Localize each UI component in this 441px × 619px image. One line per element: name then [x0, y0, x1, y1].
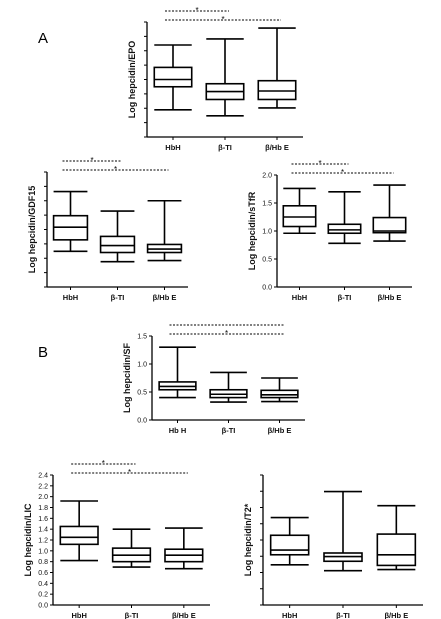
- iqr-box: [260, 389, 299, 399]
- category-label: β-TI: [222, 426, 236, 435]
- panel-label-a: A: [38, 30, 48, 47]
- box-plot-3: [260, 377, 299, 403]
- category-label: β-TI: [218, 143, 232, 152]
- iqr-box: [59, 525, 99, 546]
- iqr-box: [269, 534, 310, 556]
- significance-star: *: [128, 468, 131, 477]
- y-tick-label: 2.2: [38, 483, 48, 490]
- significance-star: *: [318, 159, 321, 168]
- y-tick-label: 0.5: [137, 390, 147, 397]
- y-axis-label: Log hepcidin/T2*: [243, 503, 253, 576]
- iqr-box: [376, 533, 417, 567]
- y-tick-label: 1.0: [38, 548, 48, 555]
- iqr-box: [99, 235, 136, 254]
- chart-2: Log hepcidin/GDF15 HbH β-TI β/Hb E * *: [27, 156, 188, 302]
- category-label: β-TI: [111, 293, 125, 302]
- y-axis-label: Log hepcidin/sTfR: [247, 191, 257, 270]
- box-plot-3: [257, 27, 297, 109]
- iqr-box: [372, 216, 407, 234]
- iqr-box: [153, 66, 193, 88]
- y-tick-label: 0.2: [38, 592, 48, 599]
- box-plot-2: [111, 528, 152, 568]
- y-axis-label: Log hepcidin/EPO: [127, 41, 137, 119]
- y-tick-label: 1.0: [137, 362, 147, 369]
- y-tick-label: 2.0: [38, 494, 48, 501]
- chart-4: 0.0 0.5 1.0 1.5 Log hepcidin/SF Hb H β-TI β/Hb …: [122, 324, 305, 435]
- category-label: HbH: [292, 293, 307, 302]
- box-plot-3: [164, 527, 204, 570]
- y-tick-label: 0.8: [38, 559, 48, 566]
- iqr-box: [282, 205, 317, 228]
- category-label: β-TI: [125, 611, 139, 619]
- category-label: β/Hb E: [384, 611, 408, 619]
- category-label: HbH: [71, 611, 86, 619]
- chart-6: Log hepcidin/T2* HbH β-TI β/Hb E: [243, 474, 423, 619]
- iqr-box: [257, 79, 297, 101]
- box-plot-1: [59, 500, 99, 562]
- box-plot-1: [153, 44, 193, 111]
- box-plot-2: [205, 38, 245, 117]
- chart-1: Log hepcidin/EPO HbH β-TI β/Hb E * *: [127, 6, 303, 152]
- iqr-box: [327, 223, 362, 235]
- category-label: Hb H: [169, 426, 187, 435]
- category-label: HbH: [165, 143, 180, 152]
- category-label: β/Hb E: [172, 611, 196, 619]
- y-tick-label: 1.2: [38, 538, 48, 545]
- y-tick-label: 1.4: [38, 527, 48, 534]
- y-tick-label: 1.8: [38, 505, 48, 512]
- box-plot-2: [99, 210, 136, 263]
- y-tick-label: 0.6: [38, 570, 48, 577]
- y-axis-label: Log hepcidin/SF: [122, 343, 132, 413]
- category-label: HbH: [63, 293, 78, 302]
- y-tick-label: 0.4: [38, 581, 48, 588]
- y-tick-label: 1.6: [38, 516, 48, 523]
- y-tick-label: 2.0: [262, 173, 272, 180]
- y-tick-label: 0.0: [137, 418, 147, 425]
- box-plot-2: [323, 490, 363, 572]
- y-tick-label: 1.5: [262, 201, 272, 208]
- panel-label-b: B: [38, 344, 48, 361]
- box-plot-2: [327, 191, 362, 245]
- category-label: HbH: [282, 611, 297, 619]
- category-label: β/Hb E: [265, 143, 289, 152]
- y-tick-label: 0.0: [38, 603, 48, 610]
- y-axis-label: Log hepcidin/LIC: [23, 503, 33, 576]
- chart-5: 0.0 0.2 0.4 0.6 0.8 1.0 1.2 1.4 1.6 1.8 2.0 2.2 2.4 L…: [23, 459, 210, 619]
- box-plot-3: [376, 504, 417, 571]
- category-label: β/Hb E: [268, 426, 292, 435]
- significance-star: *: [221, 15, 224, 24]
- box-plot-2: [209, 371, 248, 403]
- category-label: β/Hb E: [378, 293, 402, 302]
- y-tick-label: 0.0: [262, 285, 272, 292]
- y-axis-label: Log hepcidin/GDF15: [27, 186, 37, 274]
- significance-star: *: [102, 459, 105, 468]
- box-plot-1: [158, 346, 197, 399]
- box-plot-1: [282, 187, 317, 235]
- box-plot-3: [372, 184, 407, 242]
- significance-star: *: [225, 329, 228, 338]
- chart-3: 0.0 0.5 1.0 1.5 2.0 Log hepcidin/sTfR HbH β-TI β…: [247, 159, 412, 302]
- box-plot-1: [269, 516, 310, 566]
- significance-star: *: [114, 165, 117, 174]
- category-label: β/Hb E: [153, 293, 177, 302]
- y-tick-label: 1.0: [262, 229, 272, 236]
- box-plot-3: [146, 199, 183, 262]
- y-tick-label: 0.5: [262, 257, 272, 264]
- category-label: β-TI: [338, 293, 352, 302]
- category-label: β-TI: [336, 611, 350, 619]
- significance-star: *: [90, 156, 93, 165]
- box-plot-1: [52, 190, 89, 253]
- significance-star: *: [341, 168, 344, 177]
- y-tick-label: 2.4: [38, 473, 48, 480]
- y-tick-label: 1.5: [137, 334, 147, 341]
- significance-star: *: [195, 6, 198, 15]
